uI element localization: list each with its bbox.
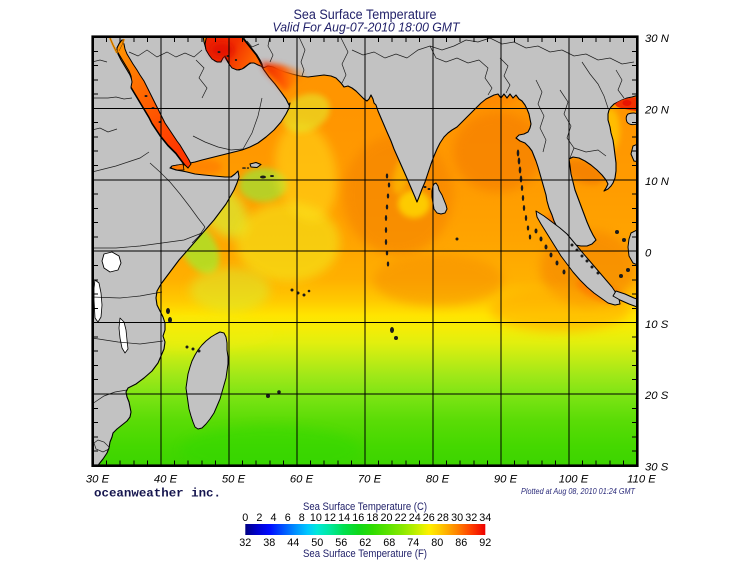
svg-text:100 E: 100 E bbox=[559, 474, 589, 486]
svg-text:20: 20 bbox=[380, 512, 392, 524]
svg-text:30: 30 bbox=[451, 512, 463, 524]
svg-text:32: 32 bbox=[465, 512, 477, 524]
svg-text:110 E: 110 E bbox=[627, 474, 656, 486]
svg-text:80: 80 bbox=[431, 537, 443, 549]
svg-text:12: 12 bbox=[324, 512, 336, 524]
svg-text:38: 38 bbox=[263, 537, 275, 549]
svg-text:Sea Surface Temperature: Sea Surface Temperature bbox=[294, 7, 437, 22]
svg-text:32: 32 bbox=[239, 537, 251, 549]
svg-text:0: 0 bbox=[242, 512, 248, 524]
svg-text:90 E: 90 E bbox=[494, 474, 518, 486]
svg-text:4: 4 bbox=[270, 512, 276, 524]
svg-text:2: 2 bbox=[256, 512, 262, 524]
svg-text:34: 34 bbox=[479, 512, 491, 524]
svg-text:Plotted at Aug 08, 2010 01:24: Plotted at Aug 08, 2010 01:24 GMT bbox=[521, 486, 636, 496]
svg-text:14: 14 bbox=[338, 512, 350, 524]
svg-text:86: 86 bbox=[455, 537, 467, 549]
svg-text:28: 28 bbox=[437, 512, 449, 524]
svg-text:68: 68 bbox=[383, 537, 395, 549]
svg-text:62: 62 bbox=[359, 537, 371, 549]
svg-text:92: 92 bbox=[479, 537, 491, 549]
svg-text:30 S: 30 S bbox=[645, 462, 669, 474]
svg-text:8: 8 bbox=[299, 512, 305, 524]
svg-text:20 S: 20 S bbox=[644, 390, 669, 402]
svg-text:18: 18 bbox=[366, 512, 378, 524]
svg-text:20 N: 20 N bbox=[644, 105, 670, 117]
svg-text:oceanweather inc.: oceanweather inc. bbox=[94, 487, 221, 501]
svg-text:0: 0 bbox=[645, 247, 652, 259]
svg-text:70 E: 70 E bbox=[358, 474, 382, 486]
svg-text:24: 24 bbox=[409, 512, 421, 524]
svg-text:10 N: 10 N bbox=[645, 176, 670, 188]
svg-text:6: 6 bbox=[285, 512, 291, 524]
svg-text:Sea Surface Temperature (C): Sea Surface Temperature (C) bbox=[303, 501, 427, 513]
svg-text:50 E: 50 E bbox=[222, 474, 246, 486]
svg-text:30 N: 30 N bbox=[645, 33, 670, 45]
svg-text:44: 44 bbox=[287, 537, 299, 549]
svg-text:30 E: 30 E bbox=[86, 474, 110, 486]
svg-text:10 S: 10 S bbox=[645, 319, 669, 331]
svg-text:50: 50 bbox=[311, 537, 323, 549]
svg-text:56: 56 bbox=[335, 537, 347, 549]
svg-text:26: 26 bbox=[423, 512, 435, 524]
svg-text:40 E: 40 E bbox=[154, 474, 178, 486]
svg-text:Sea Surface Temperature (F): Sea Surface Temperature (F) bbox=[303, 548, 427, 560]
svg-text:22: 22 bbox=[395, 512, 407, 524]
svg-text:80 E: 80 E bbox=[426, 474, 450, 486]
svg-text:60 E: 60 E bbox=[290, 474, 314, 486]
svg-text:Valid For Aug-07-2010 18:00 GM: Valid For Aug-07-2010 18:00 GMT bbox=[273, 20, 461, 35]
svg-text:74: 74 bbox=[407, 537, 419, 549]
svg-text:10: 10 bbox=[310, 512, 322, 524]
svg-text:16: 16 bbox=[352, 512, 364, 524]
